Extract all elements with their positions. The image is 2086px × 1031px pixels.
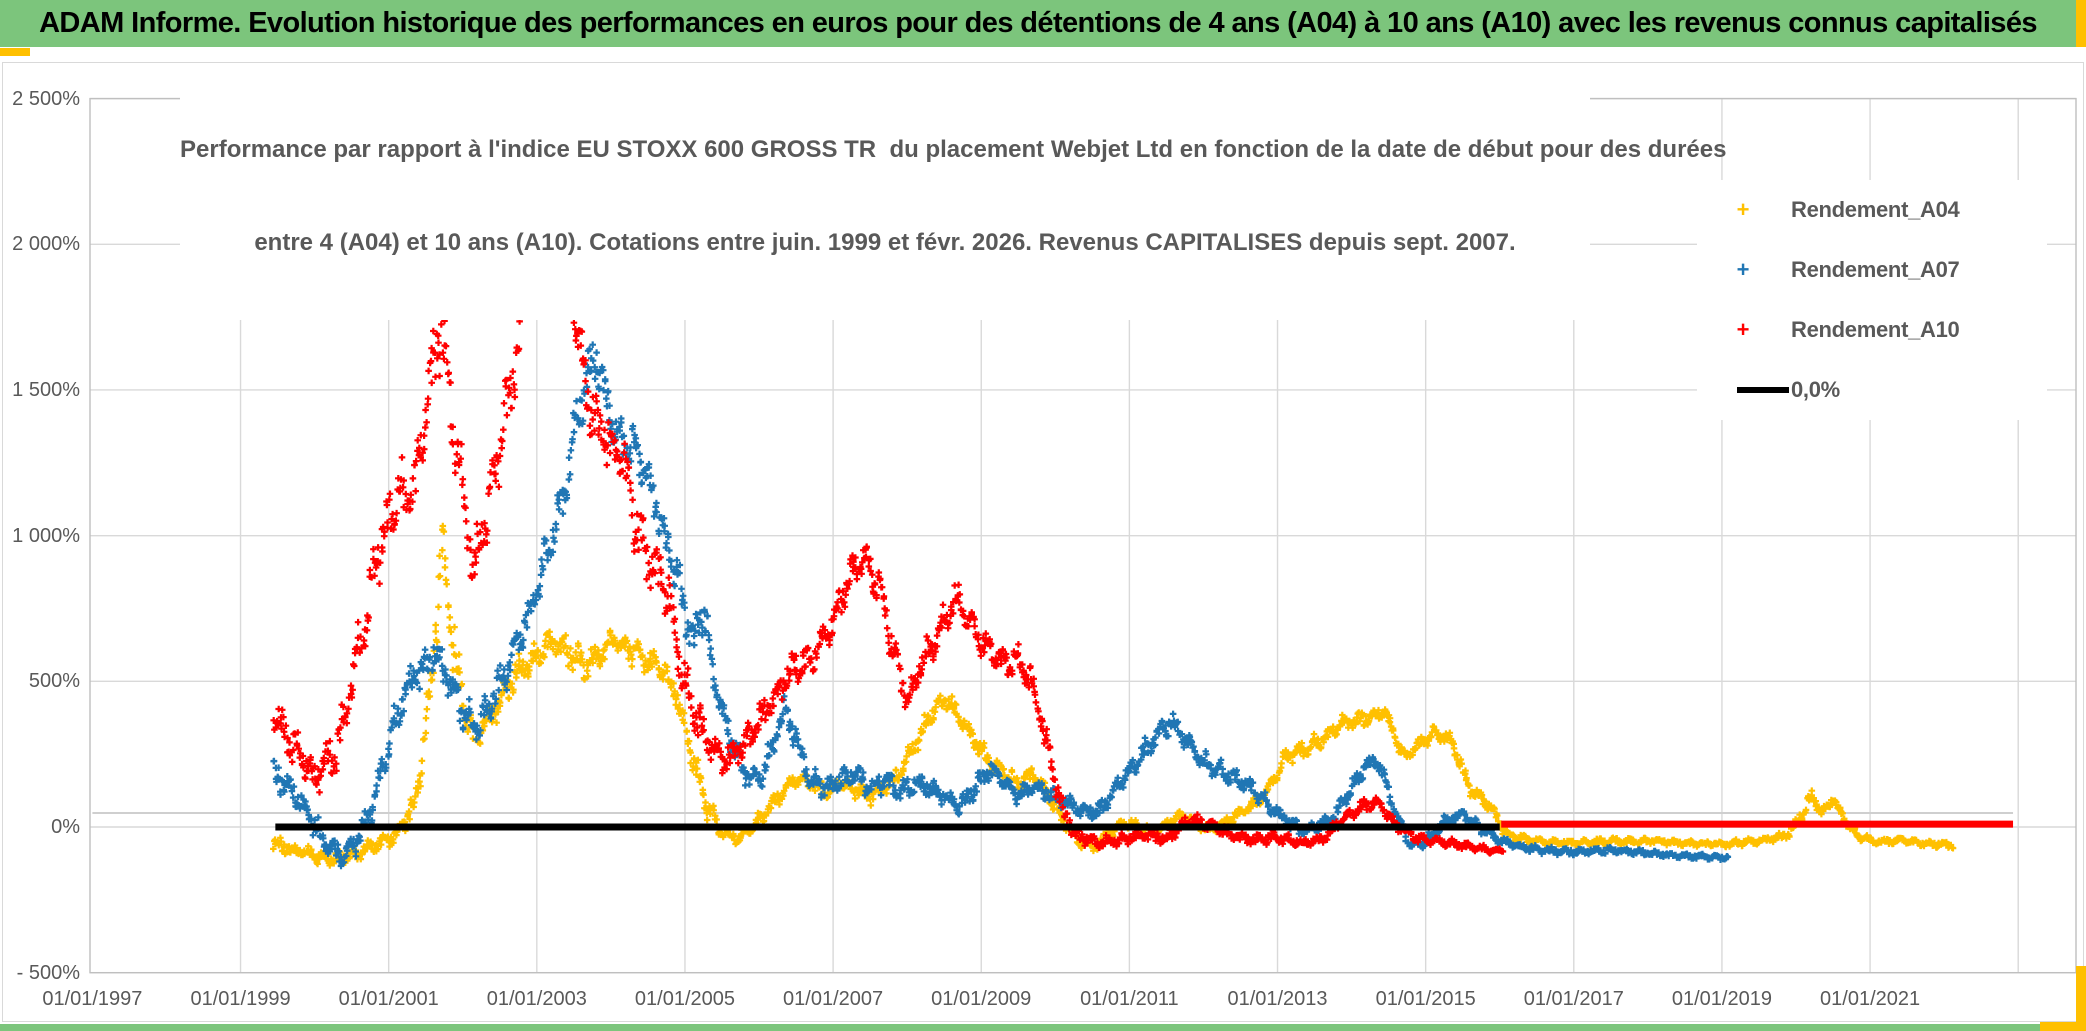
y-axis-label: 0% — [51, 816, 80, 838]
x-axis-label: 01/01/2013 — [1227, 988, 1328, 1010]
x-axis-label: 01/01/1997 — [42, 988, 143, 1010]
chart-title-line1: Performance par rapport à l'indice EU ST… — [180, 136, 1727, 163]
legend-label: 0,0% — [1791, 377, 1840, 402]
legend-label: Rendement_A07 — [1791, 257, 1960, 282]
x-axis-label: 01/01/2009 — [931, 988, 1032, 1010]
yellow-strip-bottom-right — [2076, 966, 2086, 1031]
page-title: ADAM Informe. Evolution historique des p… — [39, 7, 2037, 39]
y-axis-label: 1 500% — [12, 378, 80, 401]
legend: + Rendement_A04 + Rendement_A07 + Rendem… — [1697, 180, 2047, 420]
x-axis-label: 01/01/2003 — [486, 988, 587, 1010]
bottom-bar — [0, 1024, 2040, 1031]
plus-marker-icon: + — [1736, 317, 1750, 342]
title-bar: ADAM Informe. Evolution historique des p… — [0, 0, 2076, 47]
y-axis-label: - 500% — [16, 961, 80, 984]
plus-marker-icon: + — [1736, 257, 1750, 282]
legend-label: Rendement_A04 — [1791, 197, 1960, 222]
x-axis-label: 01/01/2017 — [1523, 988, 1624, 1010]
legend-label: Rendement_A10 — [1791, 317, 1960, 342]
y-axis-label: 1 000% — [12, 524, 80, 547]
series-rendement-a04 — [270, 522, 1957, 869]
legend-item-rendement-a04[interactable]: + Rendement_A04 — [1697, 180, 2047, 240]
x-axis-label: 01/01/2011 — [1080, 988, 1179, 1010]
yellow-corner-top-right — [2076, 0, 2086, 47]
legend-item-zero-line[interactable]: 0,0% — [1697, 360, 2047, 420]
series-rendement-a07 — [270, 341, 1732, 870]
y-axis-label: 500% — [28, 670, 80, 693]
yellow-corner-bottom-right — [2040, 1022, 2086, 1031]
y-axis-label: 2 500% — [12, 87, 80, 110]
legend-item-rendement-a07[interactable]: + Rendement_A07 — [1697, 240, 2047, 300]
x-axis-label: 01/01/2007 — [783, 988, 884, 1010]
x-axis-label: 01/01/2019 — [1671, 988, 1772, 1010]
yellow-tab-top-left — [0, 48, 30, 56]
plus-marker-icon: + — [1736, 197, 1750, 222]
x-axis-label: 01/01/2001 — [338, 988, 439, 1010]
x-axis-label: 01/01/2021 — [1820, 988, 1921, 1010]
legend-item-rendement-a10[interactable]: + Rendement_A10 — [1697, 300, 2047, 360]
chart-title-box: Performance par rapport à l'indice EU ST… — [180, 72, 1727, 320]
x-axis-label: 01/01/2005 — [634, 988, 735, 1010]
x-axis-label: 01/01/1999 — [190, 988, 291, 1010]
zero-line-sample-icon — [1737, 387, 1789, 393]
y-axis-label: 2 000% — [12, 233, 80, 256]
chart-title-line2: entre 4 (A04) et 10 ans (A10). Cotations… — [254, 229, 1516, 256]
x-axis-label: 01/01/2015 — [1375, 988, 1476, 1010]
